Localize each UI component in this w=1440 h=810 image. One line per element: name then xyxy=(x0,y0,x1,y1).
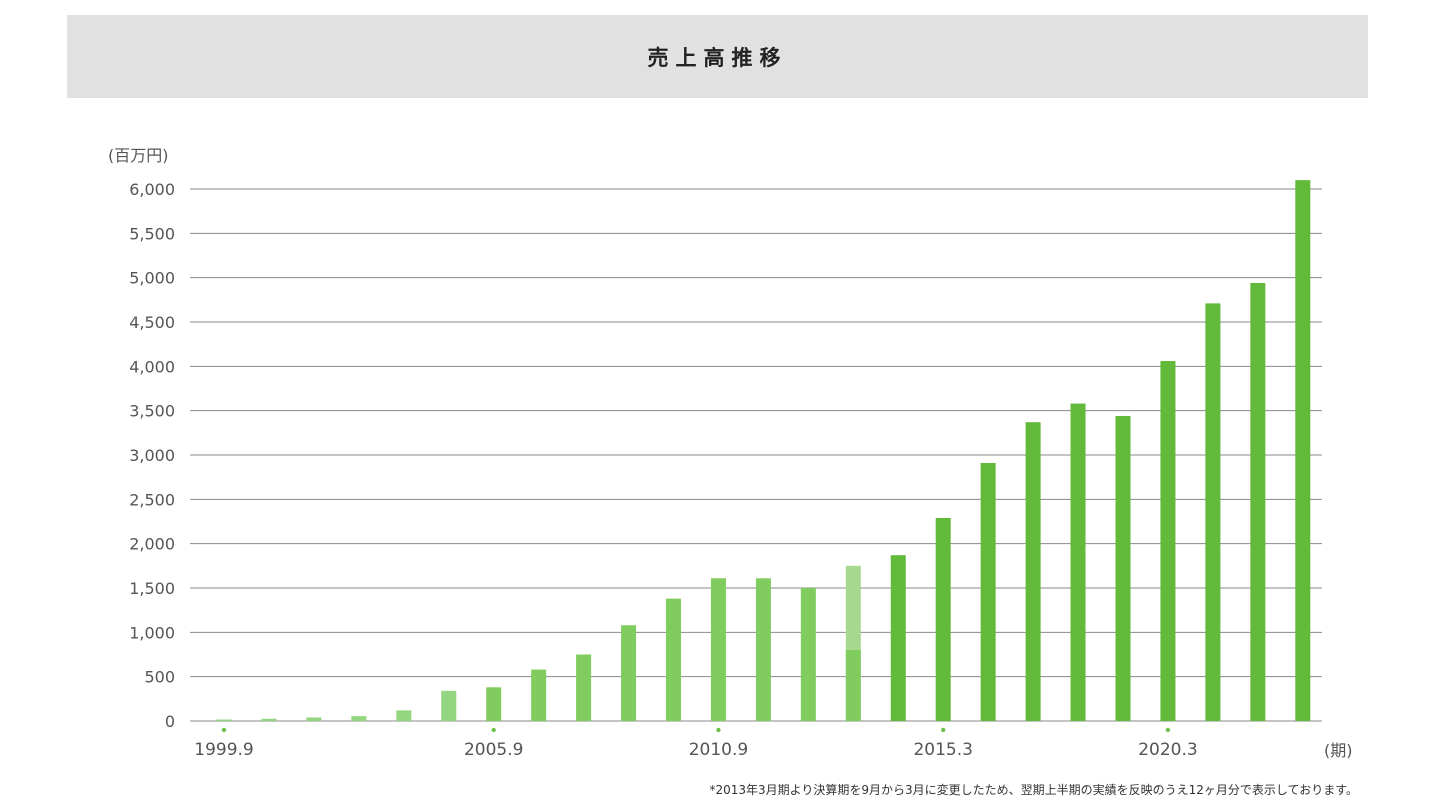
x-tick-dot xyxy=(491,727,496,733)
y-tick-label: 4,500 xyxy=(129,313,175,332)
bar-5 xyxy=(441,690,457,721)
bar-9 xyxy=(621,625,637,721)
y-tick-label: 5,000 xyxy=(129,269,175,288)
x-tick-label: 2005.9 xyxy=(464,740,523,760)
bar-14 xyxy=(845,650,861,721)
bar-7 xyxy=(531,669,547,721)
bar-22 xyxy=(1205,303,1221,721)
bar-19 xyxy=(1070,403,1086,721)
bar-21 xyxy=(1160,361,1176,721)
x-tick-dot xyxy=(221,727,227,733)
y-tick-label: 5,500 xyxy=(129,224,175,243)
bar-20 xyxy=(1115,415,1131,721)
y-tick-label: 1,000 xyxy=(129,623,175,642)
footnote: *2013年3月期より決算期を9月から3月に変更したため、翌期上半期の実績を反映… xyxy=(709,783,1358,797)
y-tick-label: 3,000 xyxy=(129,446,175,465)
x-tick-dot xyxy=(941,727,946,733)
y-tick-label: 2,000 xyxy=(129,535,175,554)
y-tick-label: 500 xyxy=(144,668,175,687)
y-tick-label: 1,500 xyxy=(129,579,175,598)
x-tick-label: 2015.3 xyxy=(913,740,972,760)
bar-16 xyxy=(935,517,951,721)
x-tick-label: 2020.3 xyxy=(1138,740,1197,760)
bar-23 xyxy=(1250,282,1266,721)
bar-24 xyxy=(1295,180,1311,722)
bar-0 xyxy=(216,719,232,721)
x-tick-label: 2010.9 xyxy=(689,740,748,760)
y-tick-label: 0 xyxy=(165,712,175,731)
bar-8 xyxy=(576,654,592,721)
bar-4 xyxy=(396,710,412,721)
bar-3 xyxy=(351,716,367,721)
bar-12 xyxy=(755,578,771,721)
x-tick-dot xyxy=(716,727,721,733)
y-tick-label: 2,500 xyxy=(129,490,175,509)
title-bar: 売上高推移 xyxy=(67,15,1368,98)
y-axis-unit-label: (百万円) xyxy=(108,146,169,165)
chart-title: 売上高推移 xyxy=(647,45,788,70)
bar-13 xyxy=(800,588,816,721)
bar-17 xyxy=(980,462,996,721)
bar-11 xyxy=(710,578,726,721)
bar-18 xyxy=(1025,422,1041,721)
bar-10 xyxy=(666,598,681,721)
x-tick-dot xyxy=(1165,727,1171,733)
x-axis-unit-label: (期) xyxy=(1324,741,1353,760)
y-tick-label: 4,000 xyxy=(129,357,175,376)
bar-2 xyxy=(306,717,322,721)
y-tick-label: 3,500 xyxy=(129,402,175,421)
bar-1 xyxy=(261,718,277,721)
bar-15 xyxy=(890,555,906,721)
bar-6 xyxy=(486,687,502,721)
x-tick-label: 1999.9 xyxy=(194,740,253,760)
y-tick-label: 6,000 xyxy=(129,180,175,199)
